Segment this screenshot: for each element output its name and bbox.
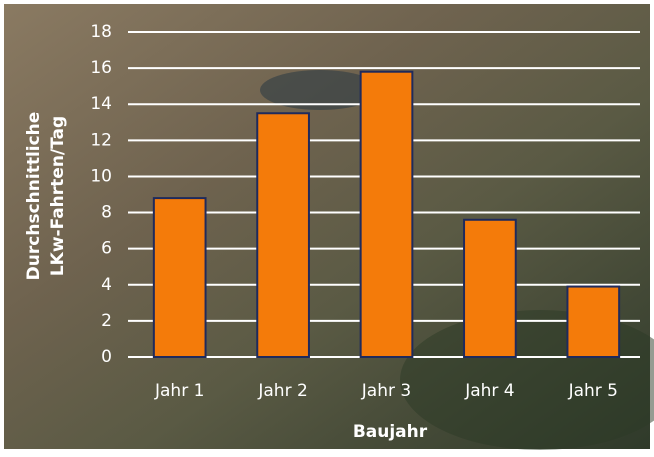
bar (257, 113, 309, 357)
x-tick-label: Jahr 2 (257, 381, 307, 401)
y-axis-label: LKw-Fahrten/Tag (48, 116, 68, 276)
bar (361, 72, 413, 357)
y-tick-label: 6 (101, 239, 112, 259)
y-tick-label: 18 (90, 22, 112, 42)
x-tick-label: Jahr 3 (361, 381, 411, 401)
x-tick-label: Jahr 5 (568, 381, 618, 401)
y-tick-label: 12 (90, 130, 112, 150)
y-tick-label: 8 (101, 203, 112, 223)
chart: Durchschnittliche LKw-Fahrten/Tag Baujah… (0, 0, 654, 453)
y-tick-label: 10 (90, 166, 112, 186)
x-axis-label: Baujahr (353, 422, 428, 442)
bar (154, 198, 206, 357)
y-tick-label: 2 (101, 311, 112, 331)
y-axis-label: Durchschnittliche (24, 112, 44, 281)
y-tick-label: 4 (101, 275, 112, 295)
bar (567, 287, 619, 357)
bar (464, 220, 516, 357)
y-tick-label: 16 (90, 58, 112, 78)
y-tick-label: 14 (90, 94, 112, 114)
x-tick-label: Jahr 4 (464, 381, 514, 401)
x-tick-label: Jahr 1 (154, 381, 204, 401)
y-tick-label: 0 (101, 347, 112, 367)
